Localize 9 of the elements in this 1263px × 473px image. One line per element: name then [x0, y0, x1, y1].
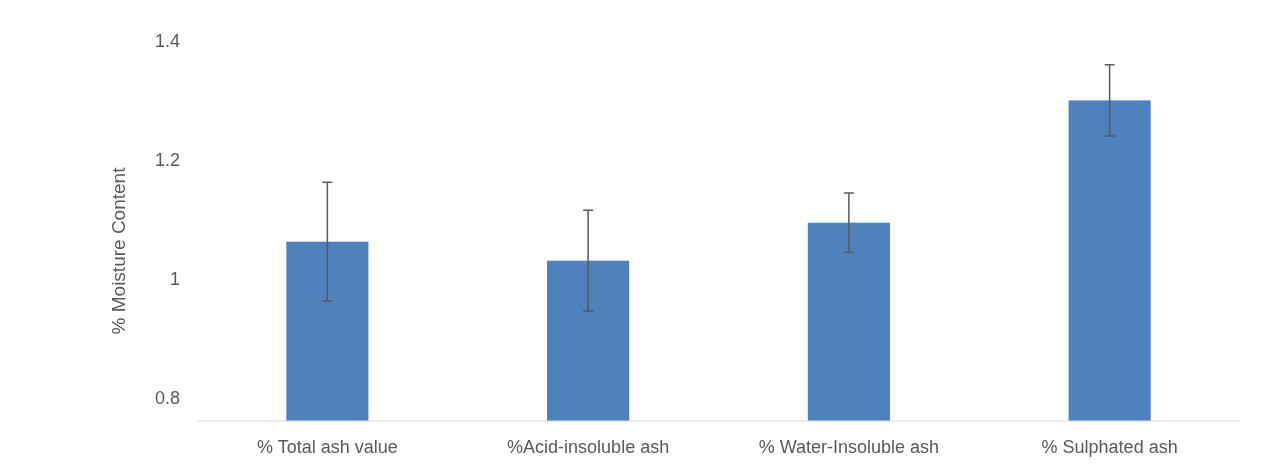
y-tick-label: 1.2 — [154, 150, 180, 171]
y-tick-label: 1 — [169, 268, 180, 289]
x-tick-label: % Total ash value — [256, 437, 398, 457]
y-tick-label: 1.4 — [154, 31, 180, 52]
x-tick-label: % Water-Insoluble ash — [758, 437, 940, 457]
y-axis-title: % Moisture Content — [108, 166, 129, 335]
y-tick-label: 0.8 — [154, 387, 180, 408]
x-tick-label: % Sulphated ash — [1041, 437, 1178, 457]
x-tick-label: %Acid-insoluble ash — [507, 437, 670, 457]
